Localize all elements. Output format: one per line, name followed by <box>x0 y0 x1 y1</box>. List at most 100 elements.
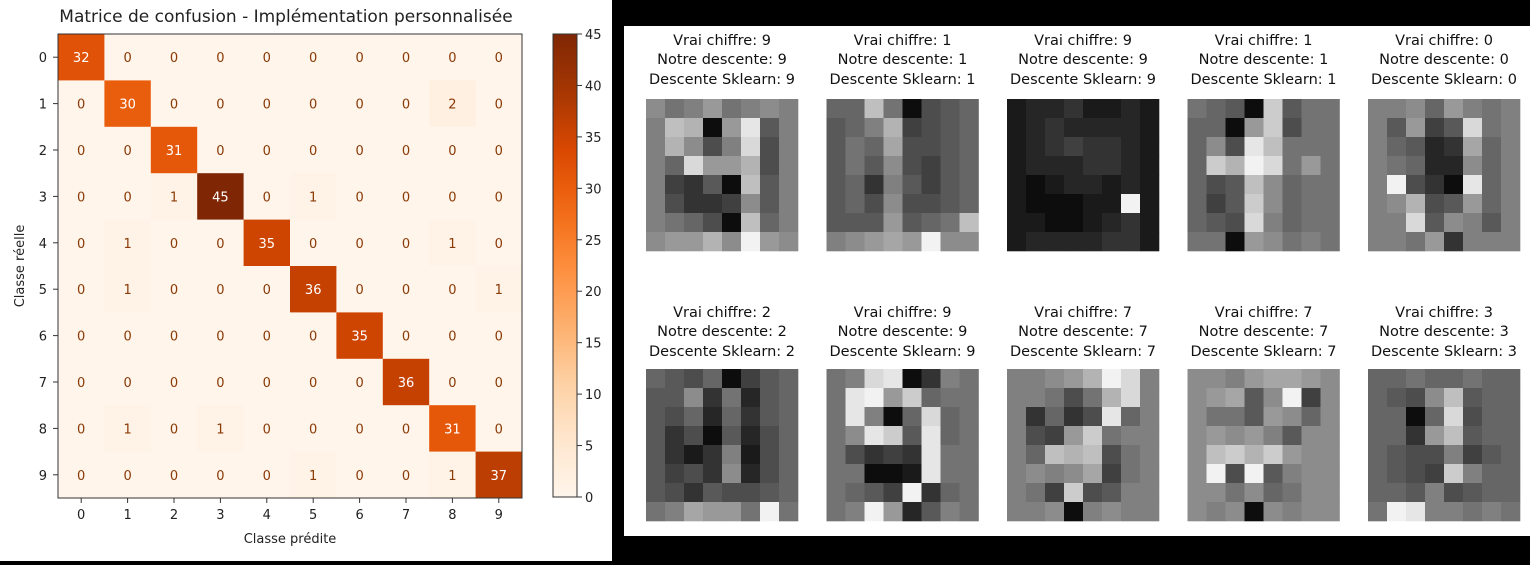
matrix-cell <box>197 266 245 313</box>
digit-pixel <box>864 213 884 233</box>
digit-pixel <box>1501 464 1521 484</box>
digit-pixel <box>1501 99 1521 119</box>
digit-pixel <box>684 118 704 138</box>
digit-pixel <box>1387 99 1407 119</box>
digit-pixel <box>921 426 941 446</box>
digit-pixel <box>1045 464 1065 484</box>
x-tick-label: 2 <box>170 508 178 523</box>
digit-pixel <box>760 99 780 119</box>
cell-value: 0 <box>355 237 363 252</box>
digit-pixel <box>1263 483 1283 503</box>
digit-pixel <box>1406 445 1426 465</box>
digit-pixel <box>1263 407 1283 427</box>
digit-pixel <box>779 175 799 195</box>
digit-pixel <box>845 502 865 522</box>
digit-pixel <box>703 99 723 119</box>
digit-pixel <box>1187 118 1207 138</box>
digit-pixel <box>1444 156 1464 176</box>
cell-value: 1 <box>123 422 131 437</box>
cell-value: 0 <box>355 422 363 437</box>
cell-value: 0 <box>77 283 85 298</box>
digit-pixel <box>1301 369 1321 389</box>
digit-pixel <box>902 388 922 408</box>
digit-pixel <box>1064 483 1084 503</box>
digit-pixel <box>1501 426 1521 446</box>
digit-pixel <box>741 175 761 195</box>
digit-pixel <box>1368 388 1388 408</box>
digit-pixel <box>1482 369 1502 389</box>
matrix-cell <box>290 358 337 406</box>
digit-pixel <box>1387 388 1407 408</box>
matrix-cell <box>475 173 523 221</box>
digit-pixel <box>1064 99 1084 119</box>
digit-pixel <box>1282 99 1302 119</box>
digit-pixel <box>1463 99 1483 119</box>
digit-pixel <box>883 426 903 446</box>
digit-pixel <box>1121 369 1141 389</box>
digit-pixel <box>1187 156 1207 176</box>
digit-pixel <box>665 232 685 252</box>
digit-pixel <box>1387 213 1407 233</box>
digit-pixel <box>760 369 780 389</box>
digit-pixel <box>1501 369 1521 389</box>
digit-pixel <box>1320 369 1340 389</box>
digit-pixel <box>760 502 780 522</box>
digit-pixel <box>1225 445 1245 465</box>
digit-pixel <box>1121 502 1141 522</box>
digit-pixel <box>1301 445 1321 465</box>
digit-pixel <box>760 194 780 214</box>
matrix-cell <box>429 173 477 221</box>
colorbar-tick-label: 15 <box>585 337 602 352</box>
cell-value: 37 <box>491 469 508 484</box>
digit-sample: Vrai chiffre: 1 Notre descente: 1 Descente… <box>1187 33 1340 252</box>
true-digit-label: Vrai chiffre: 9 <box>854 305 952 321</box>
digit-pixel <box>1140 483 1160 503</box>
matrix-cell <box>475 80 523 128</box>
digit-pixel <box>646 194 666 214</box>
digit-pixel <box>684 407 704 427</box>
cell-value: 36 <box>305 283 322 298</box>
digit-pixel <box>940 99 960 119</box>
cell-value: 0 <box>216 144 224 159</box>
digit-pixel <box>1244 194 1264 214</box>
x-tick-label: 8 <box>448 508 456 523</box>
x-tick-label: 4 <box>263 508 271 523</box>
digit-pixel <box>1045 369 1065 389</box>
digit-pixel <box>1007 426 1027 446</box>
our-prediction-label: Notre descente: 2 <box>657 324 787 340</box>
digit-pixel <box>703 194 723 214</box>
digit-pixel <box>1083 175 1103 195</box>
cell-value: 0 <box>355 98 363 113</box>
digit-pixel <box>1187 407 1207 427</box>
digit-pixel <box>741 426 761 446</box>
digit-pixel <box>1244 213 1264 233</box>
digit-pixel <box>1406 118 1426 138</box>
matrix-cell <box>104 266 152 313</box>
digit-pixel <box>959 369 979 389</box>
digit-pixel <box>722 175 742 195</box>
digit-pixel <box>1425 483 1445 503</box>
digit-sample: Vrai chiffre: 7 Notre descente: 7 Descente… <box>1187 305 1340 522</box>
matrix-cell <box>475 266 523 313</box>
digit-pixel <box>1387 118 1407 138</box>
digit-pixel <box>684 99 704 119</box>
digit-pixel <box>1140 118 1160 138</box>
digit-pixel <box>902 156 922 176</box>
digit-pixel <box>1045 118 1065 138</box>
digit-pixel <box>1368 483 1388 503</box>
digit-pixel <box>779 213 799 233</box>
matrix-cell <box>197 405 245 453</box>
digit-pixel <box>1501 118 1521 138</box>
digit-pixel <box>1007 99 1027 119</box>
sklearn-prediction-label: Descente Sklearn: 3 <box>1371 344 1517 360</box>
digit-pixel <box>1007 407 1027 427</box>
digit-pixel <box>760 464 780 484</box>
digit-pixel <box>826 213 846 233</box>
digit-pixel <box>1064 194 1084 214</box>
digit-pixel <box>646 407 666 427</box>
digit-pixel <box>741 502 761 522</box>
cell-value: 0 <box>309 51 317 66</box>
cell-value: 0 <box>495 190 503 205</box>
digit-pixel <box>1263 194 1283 214</box>
digit-pixel <box>741 118 761 138</box>
